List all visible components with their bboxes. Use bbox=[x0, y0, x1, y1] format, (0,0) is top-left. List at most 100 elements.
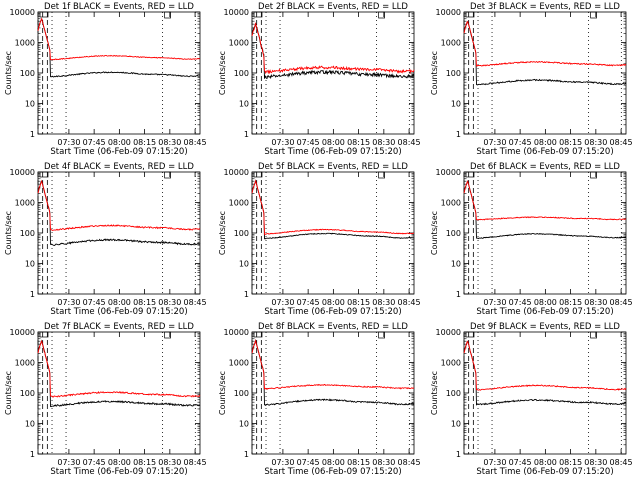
x-tick-label: 08:00 bbox=[534, 298, 557, 307]
x-axis-label: Start Time (06-Feb-09 07:15:20) bbox=[264, 147, 401, 157]
x-tick-label: 08:30 bbox=[158, 458, 181, 467]
x-tick-label: 07:45 bbox=[83, 458, 106, 467]
y-tick-label: 10 bbox=[25, 100, 35, 109]
x-tick-label: 08:30 bbox=[372, 458, 395, 467]
y-tick-label: 1000 bbox=[441, 39, 461, 48]
y-tick-label: 10000 bbox=[436, 328, 461, 337]
y-tick-label: 1000 bbox=[15, 359, 35, 368]
y-axis-label: Counts/sec bbox=[430, 211, 439, 255]
marker-box bbox=[590, 331, 597, 339]
y-tick-label: 10 bbox=[25, 260, 35, 269]
y-tick-label: 10000 bbox=[10, 328, 35, 337]
plot-frame bbox=[463, 11, 627, 135]
panel-title: Det 7f BLACK = Events, RED = LLD bbox=[44, 322, 194, 332]
detector-panel: Det 8f BLACK = Events, RED = LLD 1 10 100 10… bbox=[218, 322, 421, 477]
marker-box bbox=[39, 11, 49, 18]
series-line-lld bbox=[37, 179, 201, 231]
series-line-events bbox=[251, 338, 415, 407]
panel-title: Det 4f BLACK = Events, RED = LLD bbox=[44, 162, 194, 172]
marker-box bbox=[378, 11, 385, 19]
x-tick-label: 07:30 bbox=[271, 458, 294, 467]
y-tick-label: 1 bbox=[456, 130, 461, 139]
panel-title: Det 1f BLACK = Events, RED = LLD bbox=[44, 2, 194, 12]
x-tick-label: 08:45 bbox=[184, 138, 207, 147]
marker-box bbox=[164, 331, 171, 339]
y-tick-label: 100 bbox=[446, 229, 461, 238]
x-axis-label: Start Time (06-Feb-09 07:15:20) bbox=[50, 147, 187, 157]
plot-frame bbox=[463, 331, 627, 455]
series-line-events bbox=[463, 20, 627, 86]
y-tick-label: 100 bbox=[446, 389, 461, 398]
y-tick-label: 10000 bbox=[224, 328, 249, 337]
marker-box bbox=[39, 331, 49, 338]
x-tick-label: 08:30 bbox=[584, 458, 607, 467]
x-tick-label: 07:30 bbox=[271, 298, 294, 307]
y-tick-label: 1 bbox=[456, 450, 461, 459]
x-tick-label: 07:45 bbox=[297, 138, 320, 147]
x-tick-label: 08:15 bbox=[133, 298, 156, 307]
marker-box bbox=[465, 171, 475, 178]
x-axis-label: Start Time (06-Feb-09 07:15:20) bbox=[476, 147, 613, 157]
x-tick-label: 07:30 bbox=[483, 298, 506, 307]
y-tick-label: 100 bbox=[20, 389, 35, 398]
x-tick-label: 08:45 bbox=[184, 458, 207, 467]
x-tick-label: 08:30 bbox=[158, 298, 181, 307]
y-tick-label: 10000 bbox=[224, 8, 249, 17]
y-tick-label: 10000 bbox=[436, 8, 461, 17]
x-tick-label: 08:30 bbox=[584, 298, 607, 307]
y-tick-label: 1000 bbox=[229, 359, 249, 368]
y-axis-label: Counts/sec bbox=[4, 211, 13, 255]
y-tick-label: 1 bbox=[244, 290, 249, 299]
x-tick-label: 07:30 bbox=[57, 458, 80, 467]
x-tick-label: 08:00 bbox=[322, 458, 345, 467]
plot-frame bbox=[251, 331, 415, 455]
y-tick-label: 100 bbox=[234, 389, 249, 398]
detector-panel: Det 2f BLACK = Events, RED = LLD 1 10 100 10… bbox=[218, 2, 421, 157]
x-tick-label: 07:45 bbox=[297, 298, 320, 307]
x-tick-label: 07:45 bbox=[83, 298, 106, 307]
detector-panel: Det 1f BLACK = Events, RED = LLD 1 10 100 10… bbox=[4, 2, 207, 157]
x-axis-label: Start Time (06-Feb-09 07:15:20) bbox=[264, 467, 401, 477]
y-tick-label: 100 bbox=[446, 69, 461, 78]
x-tick-label: 07:45 bbox=[509, 138, 532, 147]
x-tick-label: 08:30 bbox=[372, 138, 395, 147]
x-tick-label: 07:45 bbox=[509, 298, 532, 307]
panel-title: Det 8f BLACK = Events, RED = LLD bbox=[258, 322, 408, 332]
detector-panel: Det 3f BLACK = Events, RED = LLD 1 10 100 10… bbox=[430, 2, 633, 157]
y-tick-label: 1 bbox=[30, 290, 35, 299]
x-tick-label: 08:45 bbox=[398, 298, 421, 307]
x-tick-label: 08:45 bbox=[610, 138, 633, 147]
marker-box bbox=[253, 11, 263, 18]
y-tick-label: 1 bbox=[30, 450, 35, 459]
y-tick-label: 1 bbox=[244, 130, 249, 139]
series-line-lld bbox=[463, 20, 627, 67]
x-tick-label: 08:15 bbox=[559, 458, 582, 467]
y-tick-label: 10 bbox=[25, 420, 35, 429]
y-tick-label: 100 bbox=[20, 229, 35, 238]
x-axis-label: Start Time (06-Feb-09 07:15:20) bbox=[264, 307, 401, 317]
panel-title: Det 6f BLACK = Events, RED = LLD bbox=[470, 162, 620, 172]
marker-box bbox=[465, 11, 475, 18]
plot-frame bbox=[463, 171, 627, 295]
y-tick-label: 10 bbox=[239, 100, 249, 109]
y-axis-label: Counts/sec bbox=[4, 371, 13, 415]
x-tick-label: 08:15 bbox=[133, 138, 156, 147]
x-tick-label: 08:15 bbox=[347, 458, 370, 467]
series-line-lld bbox=[251, 339, 415, 390]
y-tick-label: 10 bbox=[451, 420, 461, 429]
x-axis-label: Start Time (06-Feb-09 07:15:20) bbox=[50, 307, 187, 317]
detector-panel: Det 5f BLACK = Events, RED = LLD 1 10 100 10… bbox=[218, 162, 421, 317]
x-tick-label: 08:15 bbox=[347, 298, 370, 307]
y-axis-label: Counts/sec bbox=[218, 371, 227, 415]
series-line-events bbox=[37, 180, 201, 246]
series-line-events bbox=[37, 17, 201, 78]
x-tick-label: 07:30 bbox=[57, 138, 80, 147]
series-line-lld bbox=[37, 339, 201, 398]
marker-box bbox=[465, 331, 475, 338]
x-tick-label: 08:00 bbox=[534, 458, 557, 467]
panel-title: Det 2f BLACK = Events, RED = LLD bbox=[258, 2, 408, 12]
x-tick-label: 08:45 bbox=[398, 138, 421, 147]
x-tick-label: 08:15 bbox=[133, 458, 156, 467]
series-line-events bbox=[463, 180, 626, 240]
panel-title: Det 5f BLACK = Events, RED = LLD bbox=[258, 162, 408, 172]
